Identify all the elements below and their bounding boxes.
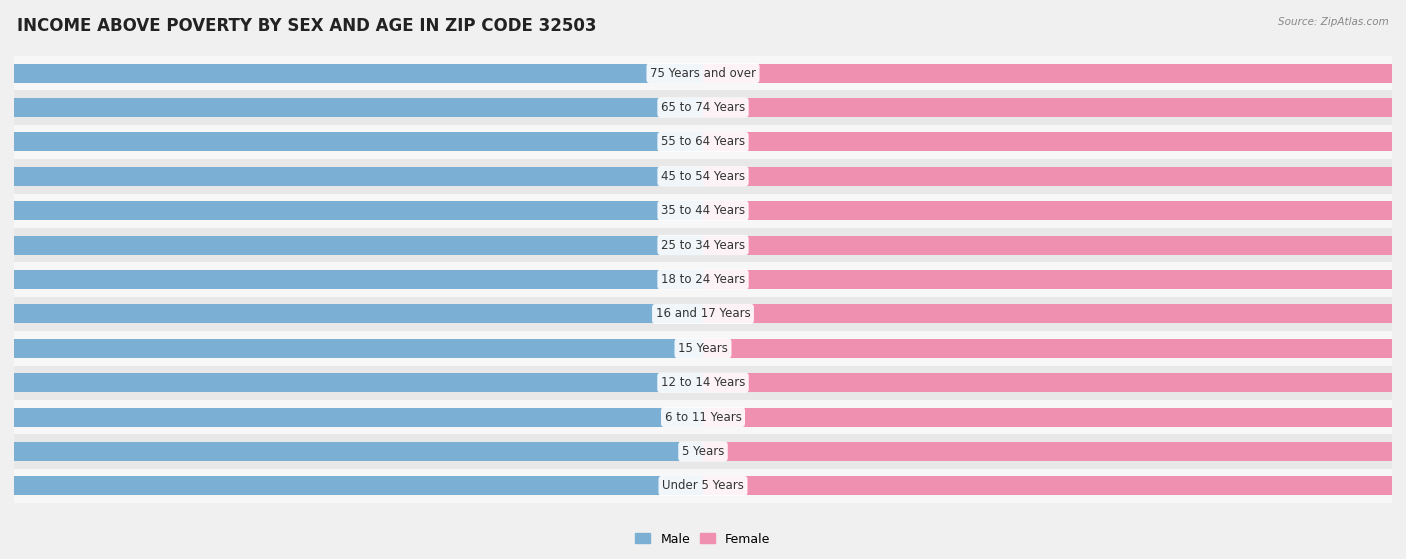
Bar xyxy=(703,442,1406,461)
Text: 16 and 17 Years: 16 and 17 Years xyxy=(655,307,751,320)
Text: 18 to 24 Years: 18 to 24 Years xyxy=(661,273,745,286)
Text: INCOME ABOVE POVERTY BY SEX AND AGE IN ZIP CODE 32503: INCOME ABOVE POVERTY BY SEX AND AGE IN Z… xyxy=(17,17,596,35)
Bar xyxy=(0,98,703,117)
Bar xyxy=(703,305,1406,323)
Text: Under 5 Years: Under 5 Years xyxy=(662,480,744,492)
Bar xyxy=(14,468,1392,503)
Bar xyxy=(0,305,703,323)
Bar xyxy=(703,373,1406,392)
Bar xyxy=(14,400,1392,434)
Text: 12 to 14 Years: 12 to 14 Years xyxy=(661,376,745,389)
Bar xyxy=(0,270,703,289)
Bar xyxy=(0,132,703,151)
Text: 6 to 11 Years: 6 to 11 Years xyxy=(665,411,741,424)
Bar xyxy=(14,125,1392,159)
Bar xyxy=(0,339,703,358)
Text: 65 to 74 Years: 65 to 74 Years xyxy=(661,101,745,114)
Bar xyxy=(703,64,1406,83)
Bar xyxy=(703,98,1406,117)
Text: 75 Years and over: 75 Years and over xyxy=(650,67,756,79)
Bar xyxy=(703,476,1406,495)
Bar xyxy=(0,201,703,220)
Bar xyxy=(703,201,1406,220)
Bar xyxy=(14,228,1392,262)
Bar xyxy=(0,64,703,83)
Bar xyxy=(703,270,1406,289)
Bar xyxy=(703,167,1406,186)
Bar xyxy=(14,193,1392,228)
Bar xyxy=(0,442,703,461)
Text: 55 to 64 Years: 55 to 64 Years xyxy=(661,135,745,148)
Bar xyxy=(0,167,703,186)
Bar xyxy=(14,434,1392,468)
Bar xyxy=(14,159,1392,193)
Bar xyxy=(0,373,703,392)
Text: 5 Years: 5 Years xyxy=(682,445,724,458)
Text: 25 to 34 Years: 25 to 34 Years xyxy=(661,239,745,252)
Text: 35 to 44 Years: 35 to 44 Years xyxy=(661,204,745,217)
Bar xyxy=(703,339,1406,358)
Bar xyxy=(0,236,703,254)
Bar xyxy=(0,408,703,427)
Bar xyxy=(703,408,1406,427)
Bar xyxy=(14,297,1392,331)
Bar xyxy=(14,56,1392,91)
Bar xyxy=(14,262,1392,297)
Text: 15 Years: 15 Years xyxy=(678,342,728,355)
Bar xyxy=(14,366,1392,400)
Bar xyxy=(14,91,1392,125)
Text: Source: ZipAtlas.com: Source: ZipAtlas.com xyxy=(1278,17,1389,27)
Bar xyxy=(703,132,1406,151)
Bar xyxy=(703,236,1406,254)
Legend: Male, Female: Male, Female xyxy=(630,528,776,551)
Text: 45 to 54 Years: 45 to 54 Years xyxy=(661,170,745,183)
Bar xyxy=(14,331,1392,366)
Bar xyxy=(0,476,703,495)
